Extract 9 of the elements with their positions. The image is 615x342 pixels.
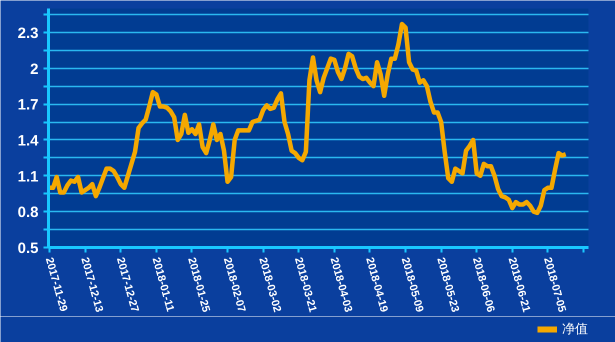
y-tick-label: 1.1 xyxy=(18,168,39,186)
line-series xyxy=(48,22,568,216)
y-tick-label: 1.7 xyxy=(18,96,39,114)
legend-label: 净值 xyxy=(562,321,588,338)
y-tick-label: 1.4 xyxy=(18,132,40,150)
y-tick-label: 2.3 xyxy=(18,24,39,42)
y-tick-label: 2 xyxy=(30,60,38,78)
y-tick-label: 0.5 xyxy=(18,240,39,257)
y-tick-label: 0.8 xyxy=(18,204,39,222)
